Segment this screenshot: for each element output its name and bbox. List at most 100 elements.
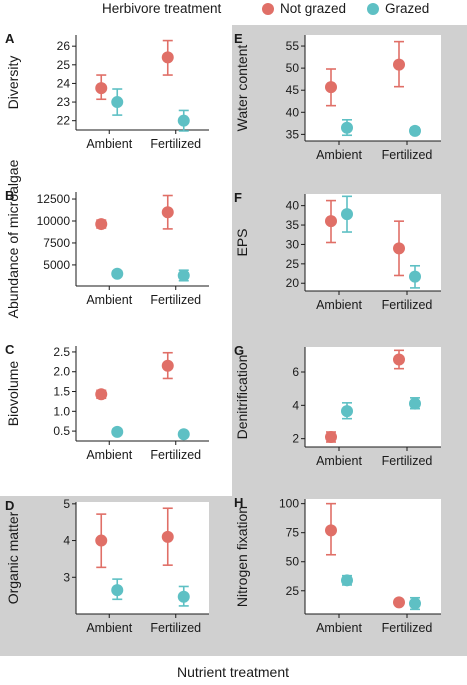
panel-e-y-tick-label: 55 — [286, 39, 300, 53]
panel-g-x-tick-label: Ambient — [316, 454, 362, 468]
panel-g-point-grazed — [409, 397, 421, 410]
panel-e-point-grazed — [409, 124, 421, 137]
panel-g-point-grazed — [341, 405, 353, 418]
panel-a-y-tick-label: 23 — [57, 95, 71, 109]
panel-c-x-tick-label: Ambient — [86, 448, 132, 462]
panel-h-point-grazed — [341, 574, 353, 587]
panel-b-point-not-grazed — [161, 206, 174, 219]
panel-b-plot-area — [76, 192, 209, 286]
panel-a-plot-area — [76, 35, 209, 130]
panel-d-y-axis-title: Organic matter — [5, 511, 21, 604]
panel-h-point-grazed — [409, 597, 421, 610]
panel-b-y-axis-title: Abundance of microalgae — [5, 159, 21, 318]
shared-x-axis-title: Nutrient treatment — [177, 664, 289, 680]
panel-a-point-not-grazed — [95, 82, 108, 95]
panel-f-point-grazed — [341, 208, 353, 221]
panel-h-x-tick-label: Fertilized — [382, 621, 433, 635]
panel-b-x-tick-label: Ambient — [86, 293, 132, 307]
panel-h-y-tick-label: 50 — [286, 555, 300, 569]
panel-h-y-axis-title: Nitrogen fixation — [234, 506, 250, 607]
panel-c-point-not-grazed — [95, 388, 108, 401]
panel-a-letter: A — [5, 31, 15, 46]
panel-d-x-tick-label: Ambient — [86, 621, 132, 635]
panel-a-y-axis-title: Diversity — [5, 56, 21, 110]
panel-b-y-tick-label: 5000 — [43, 258, 70, 272]
panel-f-y-tick-label: 25 — [286, 257, 300, 271]
legend-title: Herbivore treatment — [102, 1, 222, 16]
panel-c-y-tick-label: 1.5 — [53, 385, 70, 399]
panel-g-y-tick-label: 6 — [292, 365, 299, 379]
panel-g-point-not-grazed — [325, 431, 337, 443]
panel-d-point-not-grazed — [161, 530, 174, 543]
panel-b-point-not-grazed — [95, 218, 108, 231]
panel-h-y-tick-label: 75 — [286, 526, 300, 540]
panel-c: 0.5 1.0 1.5 2.0 2.5 Ambient Fertilized C Biovolu… — [5, 342, 209, 462]
panel-d-point-grazed — [111, 584, 124, 597]
panel-e-y-axis-title: Water content — [234, 45, 250, 132]
panel-b-point-grazed — [111, 267, 124, 280]
panel-h-letter: H — [234, 495, 243, 510]
panel-d-x-tick-label: Fertilized — [150, 621, 201, 635]
panel-f: 20 25 30 35 40 Ambient Fertilized F EPS — [234, 190, 441, 312]
panel-g-point-not-grazed — [393, 353, 405, 366]
panel-a-point-grazed — [111, 96, 124, 109]
panel-g-x-tick-label: Fertilized — [382, 454, 433, 468]
panel-b-letter: B — [5, 188, 14, 203]
panel-h-y-tick-label: 25 — [286, 584, 300, 598]
panel-a-y-tick-label: 22 — [57, 114, 71, 128]
panel-f-point-not-grazed — [325, 215, 337, 228]
panel-e-letter: E — [234, 31, 243, 46]
panel-f-x-tick-label: Ambient — [316, 298, 362, 312]
panel-e-point-not-grazed — [393, 58, 405, 71]
panel-g-y-tick-label: 2 — [292, 432, 299, 446]
panel-c-letter: C — [5, 342, 15, 357]
panel-a-y-tick-label: 26 — [57, 39, 71, 53]
panel-h-point-not-grazed — [393, 596, 405, 609]
panel-b-y-tick-label: 12500 — [37, 192, 71, 206]
panel-a-y-tick-label: 24 — [57, 76, 71, 90]
panel-h-y-tick-label: 100 — [279, 497, 299, 511]
legend-key-grazed — [367, 3, 379, 15]
panel-f-letter: F — [234, 190, 242, 205]
panel-c-point-grazed — [177, 428, 190, 441]
panel-c-point-not-grazed — [161, 359, 174, 372]
panel-d-letter: D — [5, 498, 14, 513]
panel-e-point-grazed — [341, 121, 353, 134]
panel-g-plot-area — [305, 347, 441, 447]
panel-a-x-tick-label: Ambient — [86, 137, 132, 151]
panel-h-x-tick-label: Ambient — [316, 621, 362, 635]
panel-c-x-tick-label: Fertilized — [150, 448, 201, 462]
panel-a-point-not-grazed — [161, 51, 174, 64]
panel-b: 5000 7500 10000 12500 Ambient Fertilized BAbun… — [5, 159, 209, 318]
panel-d-y-tick-label: 3 — [63, 570, 70, 584]
panel-f-y-axis-title: EPS — [234, 228, 250, 256]
panel-c-y-axis-title: Biovolume — [5, 361, 21, 427]
legend: Herbivore treatment Not grazed Grazed — [102, 1, 429, 16]
panel-b-y-tick-label: 10000 — [37, 214, 71, 228]
panel-d-point-grazed — [177, 590, 190, 603]
panel-e-point-not-grazed — [325, 81, 337, 94]
panel-a-y-tick-label: 25 — [57, 58, 71, 72]
panel-c-y-tick-label: 0.5 — [53, 424, 70, 438]
legend-label-not-grazed: Not grazed — [280, 1, 346, 16]
panel-f-y-tick-label: 35 — [286, 218, 300, 232]
panel-e-y-tick-label: 45 — [286, 83, 300, 97]
panel-g-letter: G — [234, 343, 244, 358]
panel-d-point-not-grazed — [95, 534, 108, 547]
panel-b-y-tick-label: 7500 — [43, 236, 70, 250]
panel-e-y-tick-label: 35 — [286, 127, 300, 141]
panel-g-y-tick-label: 4 — [292, 398, 299, 412]
panel-f-point-not-grazed — [393, 242, 405, 255]
panel-g-y-axis-title: Denitrification — [234, 355, 250, 440]
panel-c-y-tick-label: 2.0 — [53, 365, 70, 379]
panel-f-y-tick-label: 40 — [286, 199, 300, 213]
panel-f-x-tick-label: Fertilized — [382, 298, 433, 312]
panel-f-y-tick-label: 30 — [286, 237, 300, 251]
panel-e-x-tick-label: Fertilized — [382, 148, 433, 162]
panel-c-y-tick-label: 1.0 — [53, 404, 70, 418]
panel-h-point-not-grazed — [325, 524, 337, 537]
